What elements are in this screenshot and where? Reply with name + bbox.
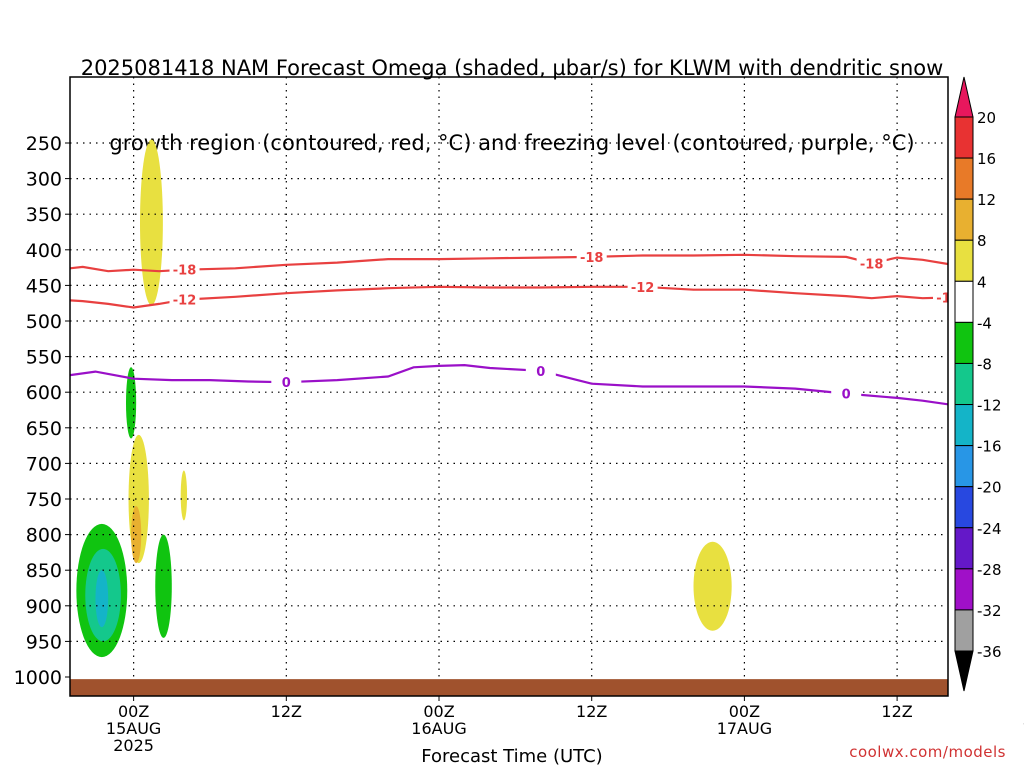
plot-area: -18 -18 -18 -12 -12 -12 0 0 0 xyxy=(70,77,1024,696)
x-tick-label-12-0: 12Z xyxy=(271,702,302,721)
y-tick-label-550: 550 xyxy=(26,347,62,369)
omega-region-low-level-descent-cyan xyxy=(95,570,109,628)
colorbar-label-6: -8 xyxy=(977,355,992,373)
y-tick-label-700: 700 xyxy=(26,453,62,475)
chart-title-line-1: 2025081418 NAM Forecast Omega (shaded, µ… xyxy=(80,56,944,80)
colorbar-top-arrow xyxy=(954,76,974,118)
colorbar-label-12: -32 xyxy=(977,602,1002,620)
x-tick-label-48-0: 00Z xyxy=(729,702,760,721)
chart-title-line-2: growth region (contoured, red, °C) and f… xyxy=(109,131,915,155)
omega-region-day4-descent-green-b xyxy=(1015,253,1024,420)
contour-label-2-0: 0 xyxy=(282,376,291,391)
omega-region-day3-lift-yellow xyxy=(693,541,732,631)
contour-label-1-2: -12 xyxy=(936,292,960,307)
colorbar-band-11 xyxy=(954,568,974,611)
colorbar-band-0 xyxy=(954,116,974,159)
colorbar-label-11: -28 xyxy=(977,561,1002,579)
chart-title: 2025081418 NAM Forecast Omega (shaded, µ… xyxy=(0,6,1024,206)
omega-region-low-level-descent-green-2 xyxy=(155,534,172,638)
colorbar-label-7: -12 xyxy=(977,397,1002,415)
y-tick-label-650: 650 xyxy=(26,418,62,440)
colorbar-label-5: -4 xyxy=(977,314,992,332)
x-tick-label-36-0: 12Z xyxy=(576,702,607,721)
y-tick-label-250: 250 xyxy=(26,133,62,155)
omega-region-upper-lift-yellow xyxy=(139,139,163,306)
y-tick-label-350: 350 xyxy=(26,204,62,226)
contour-label-2-2: 0 xyxy=(842,388,851,403)
x-tick-label-72-1: 18AUG xyxy=(1022,719,1024,738)
y-tick-label-300: 300 xyxy=(26,169,62,191)
colorbar-band-4 xyxy=(954,280,974,323)
colorbar-label-3: 8 xyxy=(977,232,987,250)
colorbar-label-4: 4 xyxy=(977,273,987,291)
colorbar-label-2: 12 xyxy=(977,191,996,209)
colorbar-band-9 xyxy=(954,486,974,529)
y-tick-label-850: 850 xyxy=(26,560,62,582)
y-tick-label-1000: 1000 xyxy=(14,667,62,689)
colorbar-band-8 xyxy=(954,445,974,488)
colorbar-band-5 xyxy=(954,321,974,364)
y-tick-label-750: 750 xyxy=(26,489,62,511)
contour-label-bg-2-1 xyxy=(525,362,556,377)
omega-region-day4-lift-yellow-small-1 xyxy=(1001,438,1005,491)
contour-line-2 xyxy=(70,363,948,406)
credit-link[interactable]: coolwx.com/models xyxy=(849,743,1006,761)
contour-label-2-1: 0 xyxy=(536,365,545,380)
colorbar-label-13: -36 xyxy=(977,643,1002,661)
omega-region-small-lift-yellow-1 xyxy=(180,470,188,521)
contour-label-1-1: -12 xyxy=(631,281,655,296)
colorbar-label-8: -16 xyxy=(977,438,1002,456)
colorbar-band-6 xyxy=(954,362,974,406)
y-tick-label-500: 500 xyxy=(26,311,62,333)
colorbar-label-10: -24 xyxy=(977,520,1002,538)
x-axis-label: Forecast Time (UTC) xyxy=(421,746,603,767)
colorbar-band-10 xyxy=(954,527,974,570)
x-tick-label-0-0: 00Z xyxy=(118,702,149,721)
contour-label-bg-0-2 xyxy=(856,255,887,270)
omega-region-day4-descent-teal-a xyxy=(991,271,1001,364)
y-tick-label-400: 400 xyxy=(26,240,62,262)
contour-label-bg-2-2 xyxy=(831,385,862,400)
contour-label-bg-1-2 xyxy=(933,289,948,304)
terrain-strip xyxy=(70,679,948,696)
x-tick-label-24-0: 00Z xyxy=(423,702,454,721)
colorbar-label-9: -20 xyxy=(977,479,1002,497)
contour-label-bg-1-1 xyxy=(627,278,658,293)
plot-frame xyxy=(69,76,949,697)
x-tick-label-0-1: 15AUG xyxy=(106,719,161,738)
colorbar-bottom-arrow xyxy=(954,650,974,692)
colorbar-label-1: 16 xyxy=(977,150,996,168)
contour-label-0-1: -18 xyxy=(580,251,604,266)
contour-label-0-0: -18 xyxy=(173,264,197,279)
y-tick-label-450: 450 xyxy=(26,275,62,297)
x-tick-label-24-1: 16AUG xyxy=(411,719,466,738)
contour-label-bg-2-0 xyxy=(271,374,302,389)
x-tick-label-60-0: 12Z xyxy=(881,702,912,721)
x-tick-label-0-2: 2025 xyxy=(113,736,154,755)
x-tick-label-48-1: 17AUG xyxy=(717,719,772,738)
colorbar-label-0: 20 xyxy=(977,109,996,127)
y-tick-label-600: 600 xyxy=(26,382,62,404)
contour-label-bg-0-0 xyxy=(169,261,200,276)
colorbar-band-7 xyxy=(954,404,974,447)
contour-line-0 xyxy=(70,253,948,273)
colorbar-band-1 xyxy=(954,157,974,200)
contour-label-bg-0-1 xyxy=(576,248,607,263)
y-tick-label-900: 900 xyxy=(26,596,62,618)
y-tick-label-800: 800 xyxy=(26,525,62,547)
contour-label-1-0: -12 xyxy=(173,294,197,309)
colorbar-band-12 xyxy=(954,609,974,652)
colorbar-band-2 xyxy=(954,198,974,241)
y-tick-label-950: 950 xyxy=(26,631,62,653)
contour-label-0-2: -18 xyxy=(860,257,884,272)
colorbar-band-3 xyxy=(954,239,974,282)
contour-label-bg-1-0 xyxy=(169,291,200,306)
omega-region-midlevel-descent-green-1 xyxy=(125,367,137,439)
